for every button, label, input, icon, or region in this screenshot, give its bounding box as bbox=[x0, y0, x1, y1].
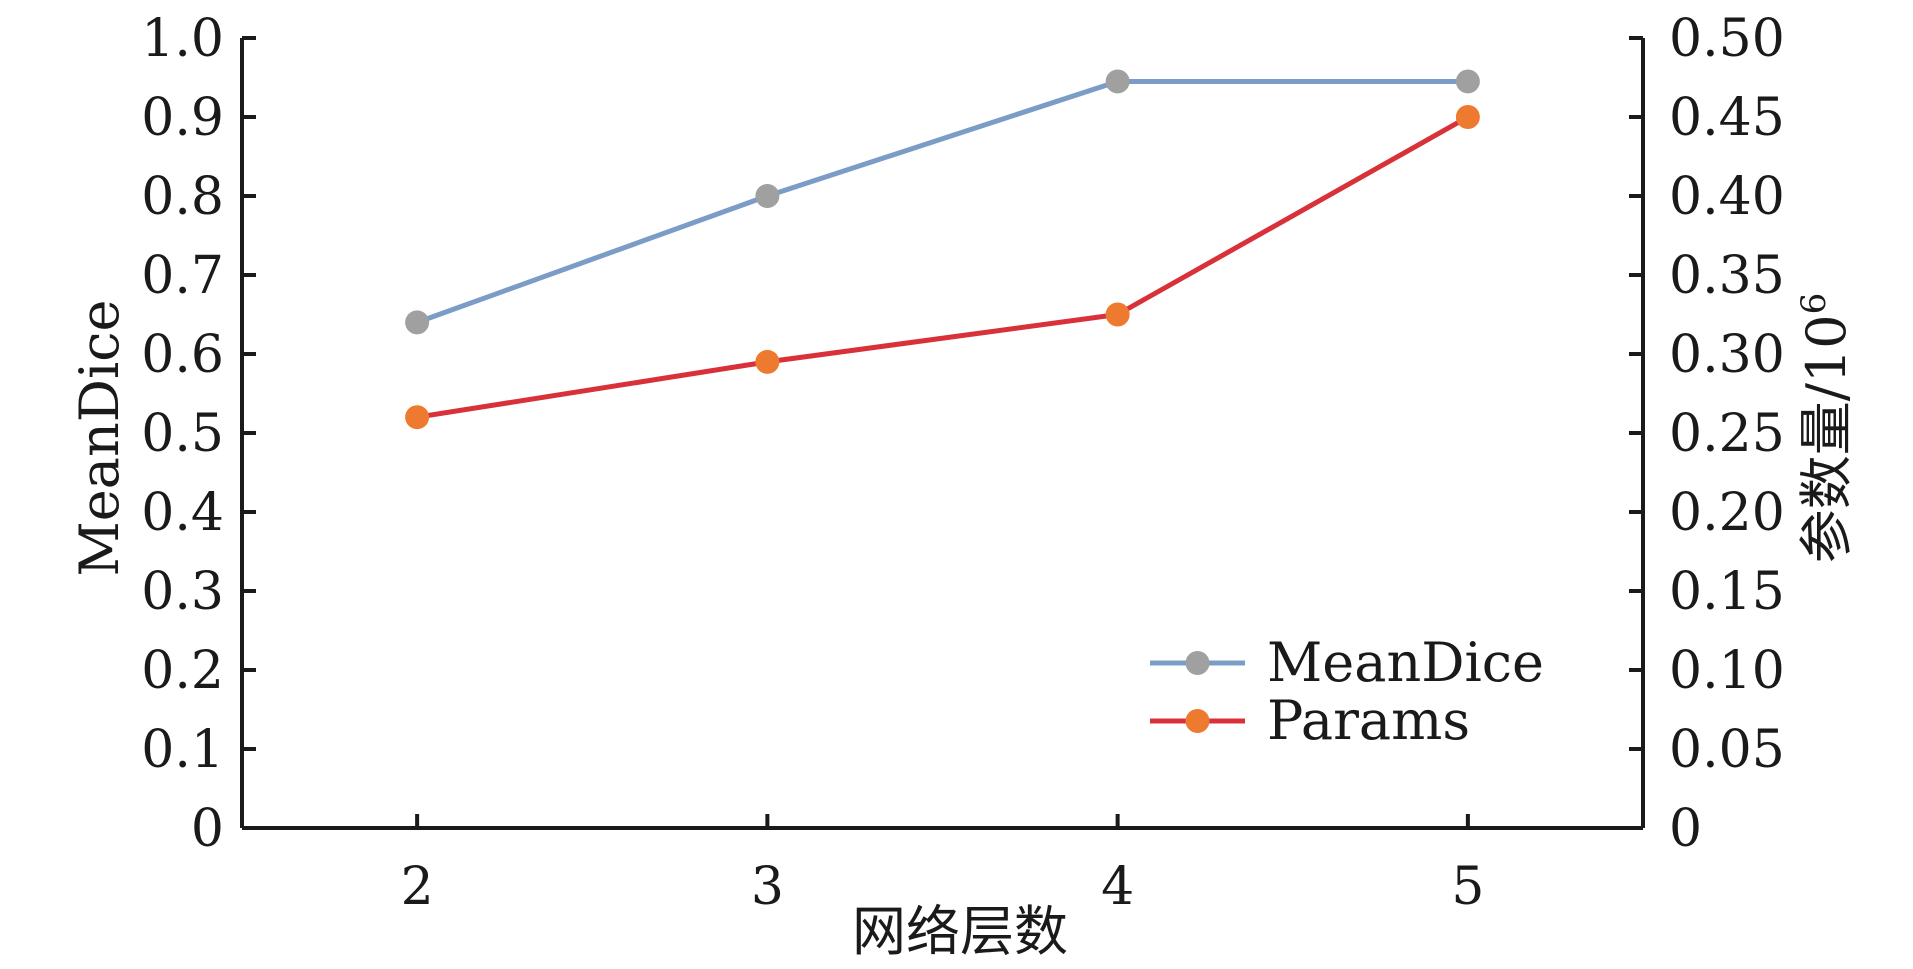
y2-tick-label: 0 bbox=[1669, 799, 1702, 859]
meandice-data-point bbox=[1455, 69, 1480, 94]
ticks-layer: 0 0.1 0.2 0.3 0.4 0.5 0.6 0.7 0.8 0.9 1.0 0 0.05 0.10… bbox=[141, 9, 1784, 917]
y-tick-label: 0.4 bbox=[141, 483, 224, 543]
y2-tick-label: 0.15 bbox=[1669, 562, 1785, 622]
legend-params-label: Params bbox=[1267, 689, 1470, 752]
meandice-series-line bbox=[416, 78, 1468, 325]
meandice-data-point bbox=[405, 310, 430, 335]
legend-params-marker bbox=[1185, 709, 1210, 733]
y-tick-label: 0.6 bbox=[141, 325, 224, 385]
params-data-point bbox=[405, 405, 430, 430]
y-tick-label: 1.0 bbox=[141, 9, 224, 69]
y-tick-label: 0 bbox=[191, 799, 224, 859]
y2-tick-label: 0.50 bbox=[1669, 9, 1785, 69]
y2-axis-title-main: 参数量/10 bbox=[1795, 314, 1858, 563]
x-tick-label: 3 bbox=[751, 857, 784, 917]
meandice-data-point bbox=[1105, 69, 1130, 94]
y-tick-label: 0.3 bbox=[141, 562, 224, 622]
x-tick-label: 4 bbox=[1101, 857, 1134, 917]
y2-tick-label: 0.25 bbox=[1669, 404, 1785, 464]
y2-tick-label: 0.10 bbox=[1669, 641, 1785, 701]
y2-tick-label: 0.30 bbox=[1669, 325, 1785, 385]
y-tick-label: 0.8 bbox=[141, 167, 224, 227]
y2-axis-title-superscript: 6 bbox=[1794, 293, 1834, 315]
params-data-point bbox=[1105, 302, 1130, 327]
params-series-line bbox=[416, 114, 1470, 420]
y-tick-label: 0.1 bbox=[141, 720, 224, 780]
params-data-point bbox=[755, 349, 780, 374]
y2-tick-label: 0.40 bbox=[1669, 167, 1785, 227]
series-layer bbox=[405, 69, 1480, 430]
legend-meandice-label: MeanDice bbox=[1267, 631, 1544, 694]
meandice-data-point bbox=[755, 184, 780, 208]
x-axis-title: 网络层数 bbox=[852, 900, 1068, 963]
y-tick-label: 0.2 bbox=[141, 641, 224, 701]
y2-tick-label: 0.05 bbox=[1669, 720, 1785, 780]
y-tick-label: 0.7 bbox=[141, 246, 224, 306]
y-tick-label: 0.5 bbox=[141, 404, 224, 464]
params-data-point bbox=[1455, 105, 1480, 129]
x-tick-label: 5 bbox=[1451, 857, 1484, 917]
y2-tick-label: 0.35 bbox=[1669, 246, 1785, 306]
legend-meandice-marker bbox=[1185, 651, 1210, 675]
y-axis-title: MeanDice bbox=[68, 300, 131, 577]
y2-axis-title: 参数量/106 bbox=[1794, 293, 1858, 564]
y2-tick-label: 0.45 bbox=[1669, 88, 1785, 148]
x-tick-label: 2 bbox=[401, 857, 434, 917]
y2-tick-label: 0.20 bbox=[1669, 483, 1785, 543]
y-tick-label: 0.9 bbox=[141, 88, 224, 148]
